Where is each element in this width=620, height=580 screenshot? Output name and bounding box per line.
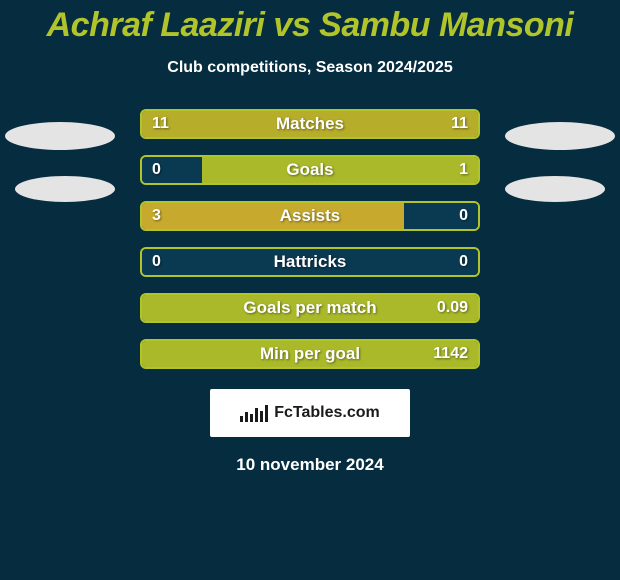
stat-label: Assists <box>280 206 340 226</box>
stat-bar: Assists 3 0 <box>140 201 480 231</box>
logo-bars-icon <box>240 404 268 422</box>
date-text: 10 november 2024 <box>236 455 383 475</box>
logo-bar-segment <box>265 405 268 422</box>
stat-fill-right <box>202 157 478 183</box>
stat-value-right: 1142 <box>433 345 468 363</box>
stat-value-left: 0 <box>152 161 161 179</box>
logo-bar-segment <box>260 411 263 422</box>
logo-text: FcTables.com <box>274 404 380 422</box>
stat-row: Assists 3 0 <box>0 201 620 231</box>
logo-bar-segment <box>240 416 243 422</box>
stat-value-right: 0 <box>459 253 468 271</box>
stat-value-right: 1 <box>459 161 468 179</box>
stat-value-right: 0.09 <box>437 299 468 317</box>
stat-fill-left <box>142 203 404 229</box>
stat-bar: Min per goal 1142 <box>140 339 480 369</box>
stat-label: Matches <box>276 114 344 134</box>
stat-row: Goals per match 0.09 <box>0 293 620 323</box>
stat-bar: Goals per match 0.09 <box>140 293 480 323</box>
stat-row: Hattricks 0 0 <box>0 247 620 277</box>
logo-bar-segment <box>250 414 253 422</box>
stat-label: Goals per match <box>243 298 376 318</box>
comparison-card: Achraf Laaziri vs Sambu Mansoni Club com… <box>0 0 620 580</box>
stat-value-left: 0 <box>152 253 161 271</box>
stat-row: Matches 11 11 <box>0 109 620 139</box>
logo-bar-segment <box>245 412 248 422</box>
stat-label: Hattricks <box>274 252 347 272</box>
stat-row: Min per goal 1142 <box>0 339 620 369</box>
logo-box: FcTables.com <box>210 389 410 437</box>
subtitle: Club competitions, Season 2024/2025 <box>167 59 452 77</box>
page-title: Achraf Laaziri vs Sambu Mansoni <box>47 6 574 45</box>
stat-value-left: 11 <box>152 115 169 133</box>
stat-value-left: 3 <box>152 207 161 225</box>
stat-bar: Goals 0 1 <box>140 155 480 185</box>
stat-label: Min per goal <box>260 344 360 364</box>
stat-value-right: 0 <box>459 207 468 225</box>
logo-bar-segment <box>255 408 258 422</box>
stat-row: Goals 0 1 <box>0 155 620 185</box>
stat-value-right: 11 <box>451 115 468 133</box>
stat-bar: Matches 11 11 <box>140 109 480 139</box>
stat-label: Goals <box>286 160 333 180</box>
stats-rows: Matches1111Goals01Assists30Hattricks00Go… <box>0 109 620 369</box>
stat-bar: Hattricks 0 0 <box>140 247 480 277</box>
